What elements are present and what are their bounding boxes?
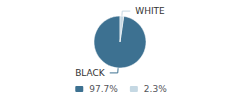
svg-text:BLACK: BLACK — [75, 68, 106, 78]
svg-text:WHITE: WHITE — [135, 6, 165, 16]
svg-text:2.3%: 2.3% — [144, 84, 167, 94]
svg-text:97.7%: 97.7% — [89, 84, 118, 94]
